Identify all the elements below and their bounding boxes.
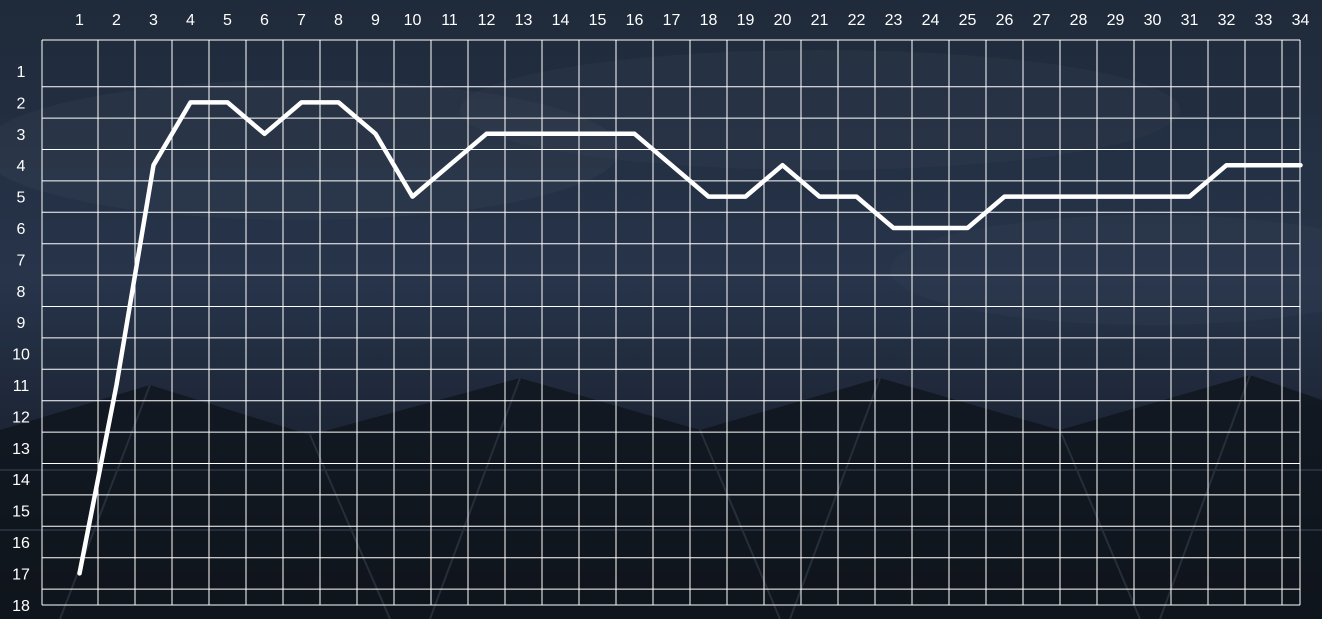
x-axis-ticks: 1 2 3 4 5 6 7 8 9 10 11 12 13 14 15 16 17 18 19 20 21 22 23 24 2… bbox=[75, 12, 1309, 29]
y-tick-label: 7 bbox=[17, 252, 26, 269]
x-tick-label: 26 bbox=[996, 12, 1014, 29]
y-tick-label: 1 bbox=[17, 64, 26, 81]
y-tick-label: 15 bbox=[12, 504, 30, 521]
x-tick-label: 14 bbox=[552, 12, 570, 29]
y-tick-label: 17 bbox=[12, 566, 30, 583]
y-tick-label: 13 bbox=[12, 441, 30, 458]
x-tick-label: 16 bbox=[626, 12, 644, 29]
x-tick-label: 20 bbox=[774, 12, 792, 29]
x-tick-label: 24 bbox=[922, 12, 940, 29]
x-tick-label: 10 bbox=[404, 12, 422, 29]
x-tick-label: 8 bbox=[334, 12, 343, 29]
x-tick-label: 27 bbox=[1033, 12, 1051, 29]
y-tick-label: 14 bbox=[12, 472, 30, 489]
x-tick-label: 33 bbox=[1255, 12, 1273, 29]
y-tick-label: 10 bbox=[12, 347, 30, 364]
series-layer bbox=[77, 100, 1303, 576]
x-tick-label: 17 bbox=[663, 12, 681, 29]
x-tick-label: 13 bbox=[515, 12, 533, 29]
y-tick-label: 16 bbox=[12, 535, 30, 552]
x-tick-label: 21 bbox=[811, 12, 829, 29]
x-tick-label: 15 bbox=[589, 12, 607, 29]
x-tick-label: 23 bbox=[885, 12, 903, 29]
y-tick-label: 12 bbox=[12, 409, 30, 426]
grid bbox=[41, 39, 1301, 606]
y-tick-label: 6 bbox=[17, 221, 26, 238]
x-tick-label: 3 bbox=[149, 12, 158, 29]
x-tick-label: 5 bbox=[223, 12, 232, 29]
x-tick-label: 12 bbox=[478, 12, 496, 29]
y-tick-label: 9 bbox=[17, 315, 26, 332]
x-tick-label: 1 bbox=[75, 12, 84, 29]
x-tick-label: 7 bbox=[297, 12, 306, 29]
x-tick-label: 9 bbox=[371, 12, 380, 29]
y-tick-label: 4 bbox=[17, 158, 26, 175]
x-tick-label: 4 bbox=[186, 12, 195, 29]
x-tick-label: 29 bbox=[1107, 12, 1125, 29]
y-tick-label: 11 bbox=[13, 378, 30, 395]
x-tick-label: 31 bbox=[1181, 12, 1199, 29]
x-tick-label: 22 bbox=[848, 12, 866, 29]
x-tick-label: 6 bbox=[260, 12, 269, 29]
x-tick-label: 32 bbox=[1218, 12, 1236, 29]
x-tick-label: 18 bbox=[700, 12, 718, 29]
x-tick-label: 25 bbox=[959, 12, 977, 29]
x-tick-label: 2 bbox=[112, 12, 121, 29]
x-tick-label: 19 bbox=[737, 12, 755, 29]
x-tick-label: 30 bbox=[1144, 12, 1162, 29]
y-tick-label: 8 bbox=[17, 284, 26, 301]
y-tick-label: 5 bbox=[17, 190, 26, 207]
y-tick-label: 2 bbox=[17, 95, 26, 112]
y-tick-label: 18 bbox=[12, 598, 30, 615]
x-tick-label: 34 bbox=[1292, 12, 1310, 29]
x-tick-label: 11 bbox=[441, 12, 458, 29]
series-line bbox=[77, 100, 1303, 576]
x-tick-label: 28 bbox=[1070, 12, 1088, 29]
points-layer bbox=[79, 102, 1301, 574]
y-tick-label: 3 bbox=[17, 127, 26, 144]
